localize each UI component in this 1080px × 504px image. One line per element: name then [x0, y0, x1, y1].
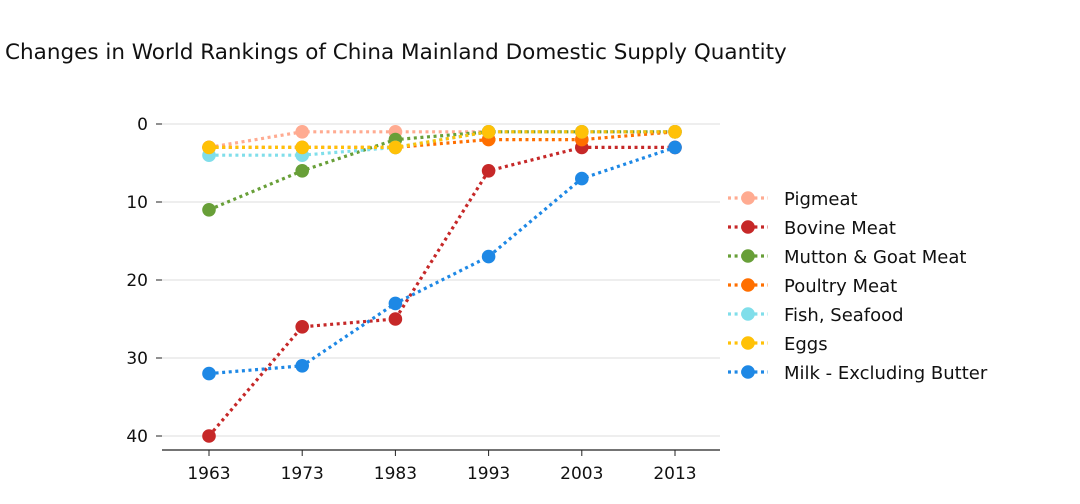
x-tick-label: 2013 — [653, 464, 696, 484]
y-tick-label: 10 — [126, 193, 148, 213]
legend: Pigmeat Bovine Meat Mutton & Goat Meat Poul… — [728, 189, 988, 384]
x-tick-label: 1973 — [281, 464, 324, 484]
legend-label-mutton-goat-meat: Mutton & Goat Meat — [784, 247, 966, 268]
legend-marker-pigmeat — [741, 191, 755, 205]
legend-marker-milk-excluding-butter — [741, 365, 755, 379]
data-point-eggs-1983 — [388, 140, 403, 155]
x-tick-label: 1983 — [374, 464, 417, 484]
legend-label-fish-seafood: Fish, Seafood — [784, 305, 904, 326]
x-tick-label: 1993 — [467, 464, 510, 484]
data-point-milk-excluding-butter-1993 — [481, 249, 496, 264]
legend-marker-fish-seafood — [741, 307, 755, 321]
data-point-milk-excluding-butter-1973 — [295, 359, 310, 373]
data-point-milk-excluding-butter-1963 — [202, 366, 216, 381]
data-point-bovine-meat-1973 — [295, 320, 310, 334]
legend-label-poultry-meat: Poultry Meat — [784, 276, 897, 297]
series-eggs — [202, 125, 682, 155]
data-point-eggs-2003 — [575, 125, 589, 139]
y-tick-label: 30 — [126, 349, 148, 369]
legend-item-mutton-goat-meat: Mutton & Goat Meat — [728, 247, 966, 268]
y-tick-label: 20 — [126, 271, 148, 291]
y-tick-label: 0 — [137, 115, 148, 135]
data-point-milk-excluding-butter-1983 — [388, 296, 403, 311]
series-line-eggs — [209, 130, 675, 149]
data-point-bovine-meat-1983 — [388, 312, 403, 326]
data-point-eggs-2013 — [668, 125, 682, 139]
legend-label-eggs: Eggs — [784, 334, 828, 355]
series-line-milk-excluding-butter — [208, 145, 676, 376]
legend-label-bovine-meat: Bovine Meat — [784, 218, 896, 239]
series-line-bovine-meat — [207, 145, 675, 438]
series-group — [202, 125, 682, 443]
legend-item-bovine-meat: Bovine Meat — [728, 218, 896, 239]
legend-marker-poultry-meat — [741, 278, 755, 292]
y-tick-label: 40 — [126, 427, 148, 447]
legend-item-milk-excluding-butter: Milk - Excluding Butter — [728, 363, 988, 384]
legend-label-milk-excluding-butter: Milk - Excluding Butter — [784, 363, 988, 384]
data-point-pigmeat-1973 — [295, 125, 310, 139]
legend-item-poultry-meat: Poultry Meat — [728, 276, 897, 297]
legend-marker-bovine-meat — [741, 220, 755, 234]
data-point-mutton-goat-meat-1963 — [202, 203, 216, 217]
legend-marker-eggs — [741, 336, 755, 350]
data-point-bovine-meat-1993 — [481, 164, 496, 178]
chart-title: Changes in World Rankings of China Mainl… — [5, 40, 787, 65]
legend-item-fish-seafood: Fish, Seafood — [728, 305, 904, 326]
legend-marker-mutton-goat-meat — [741, 249, 755, 263]
series-line-poultry-meat — [209, 130, 676, 149]
legend-item-eggs: Eggs — [728, 334, 828, 355]
data-point-eggs-1993 — [481, 125, 496, 139]
legend-item-pigmeat: Pigmeat — [728, 189, 858, 210]
legend-label-pigmeat: Pigmeat — [784, 189, 858, 210]
data-point-bovine-meat-1963 — [202, 429, 216, 443]
data-point-eggs-1973 — [295, 140, 310, 155]
x-tick-label: 2003 — [560, 464, 603, 484]
data-point-milk-excluding-butter-2003 — [575, 171, 589, 186]
grid-lines — [162, 123, 720, 437]
data-point-mutton-goat-meat-1973 — [295, 164, 310, 178]
axes: 0 10 20 30 40 1963 1973 1983 1993 2003 2013 — [126, 115, 720, 484]
series-bovine-meat — [202, 140, 682, 443]
series-line-mutton-goat-meat — [208, 130, 675, 212]
data-point-eggs-1963 — [202, 140, 216, 155]
data-point-milk-excluding-butter-2013 — [668, 140, 682, 155]
series-milk-excluding-butter — [202, 140, 682, 381]
x-tick-label: 1963 — [187, 464, 230, 484]
